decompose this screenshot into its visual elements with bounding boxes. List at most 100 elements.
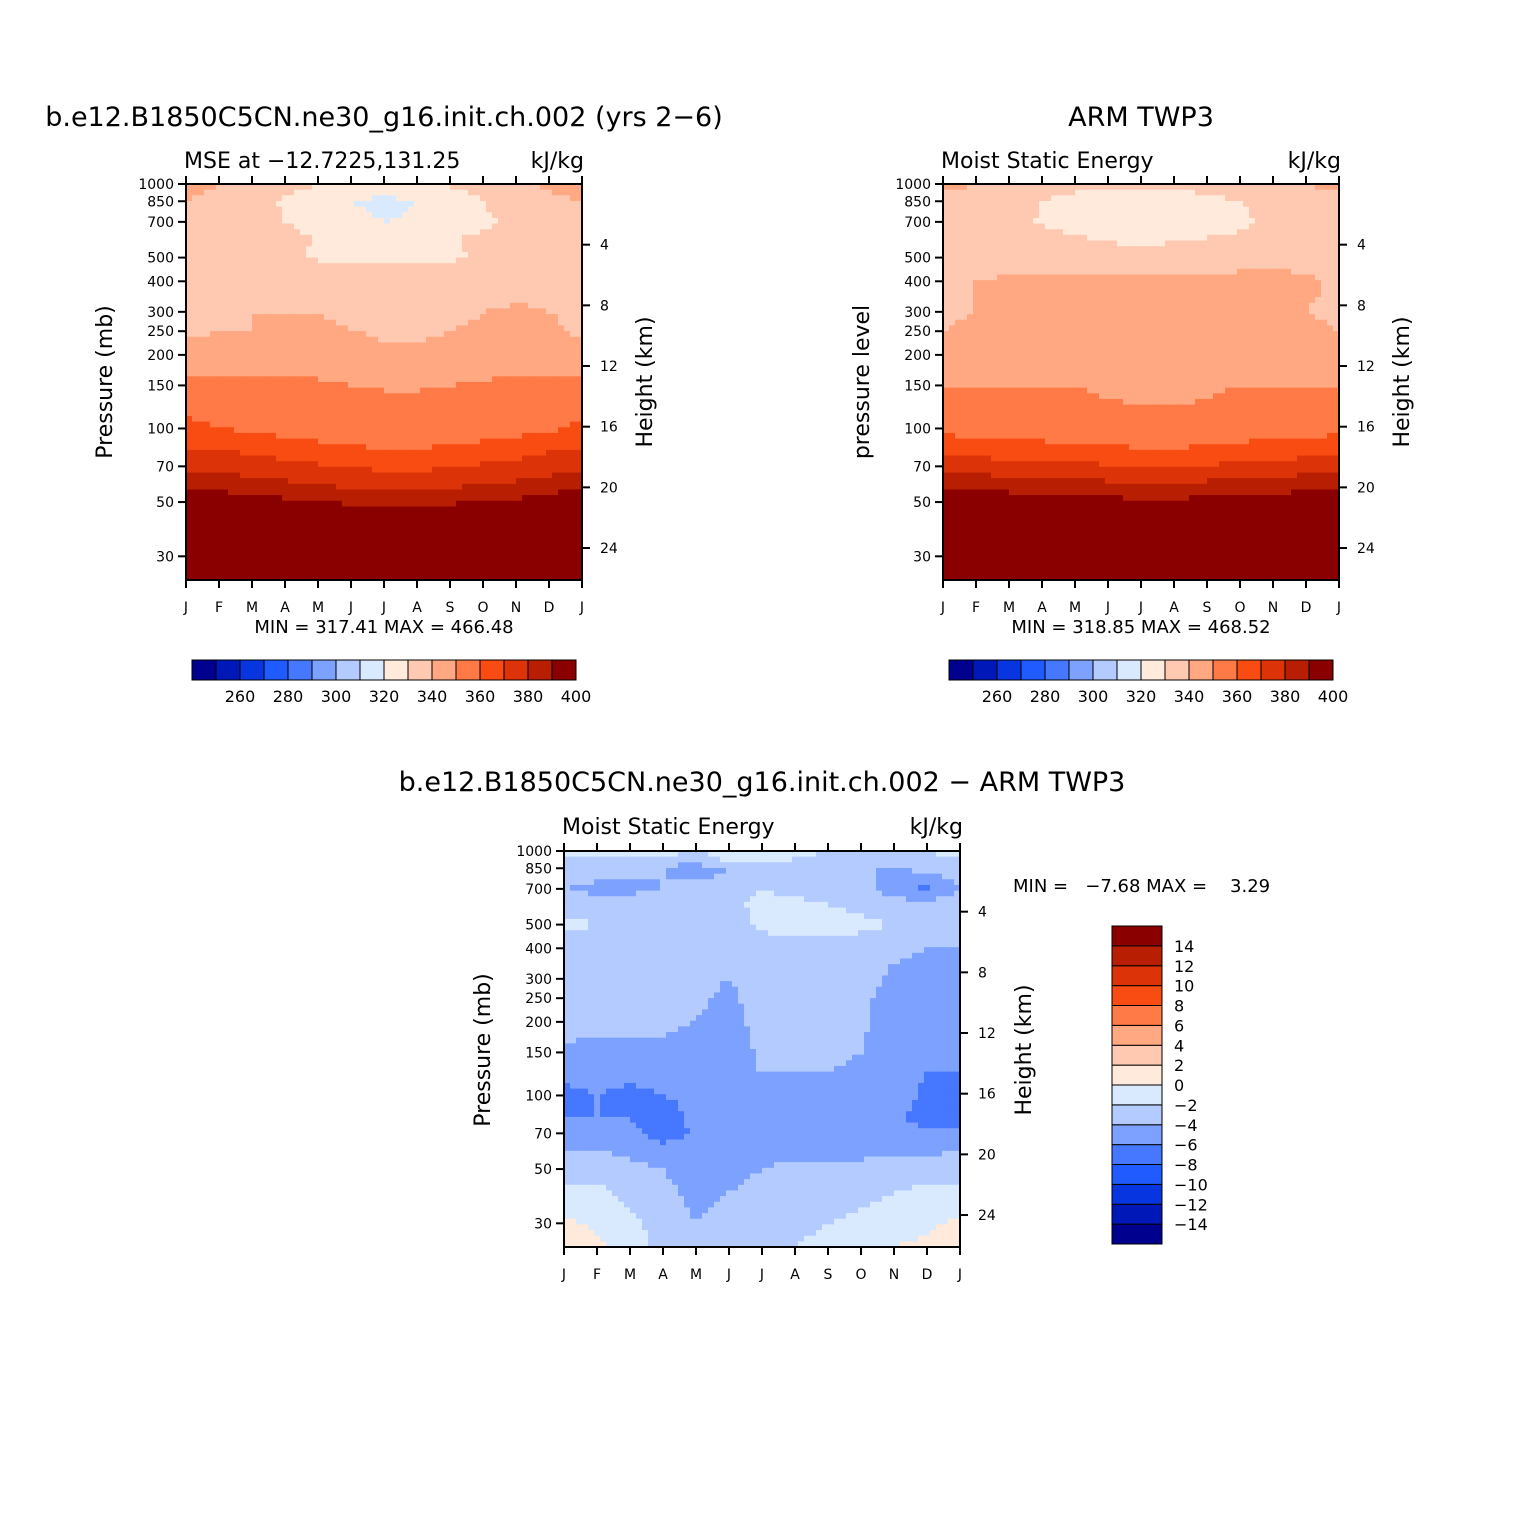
contour-cell bbox=[312, 342, 319, 349]
contour-cell bbox=[516, 370, 523, 377]
contour-cell bbox=[450, 557, 457, 564]
contour-cell bbox=[444, 415, 451, 423]
contour-cell bbox=[414, 495, 421, 502]
contour-cell bbox=[378, 268, 385, 276]
contour-cell bbox=[468, 212, 475, 219]
contour-cell bbox=[1033, 200, 1040, 208]
contour-cell bbox=[1219, 184, 1226, 191]
contour-cell bbox=[366, 432, 373, 440]
contour-cell bbox=[342, 551, 349, 558]
colorbar-box bbox=[479, 659, 505, 681]
contour-cell bbox=[306, 438, 313, 445]
contour-cell bbox=[270, 540, 277, 547]
contour-cell bbox=[426, 557, 433, 564]
contour-cell bbox=[288, 478, 295, 485]
contour-cell bbox=[204, 229, 211, 236]
contour-cell bbox=[216, 308, 223, 315]
contour-cell bbox=[444, 342, 451, 349]
contour-cell bbox=[216, 489, 223, 496]
contour-cell bbox=[504, 551, 511, 558]
contour-cell bbox=[480, 568, 487, 575]
contour-cell bbox=[228, 444, 235, 451]
contour-cell bbox=[462, 353, 469, 360]
contour-cell bbox=[420, 444, 427, 451]
contour-cell bbox=[384, 184, 391, 191]
contour-cell bbox=[366, 410, 373, 417]
contour-cell bbox=[432, 523, 439, 530]
contour-cell bbox=[456, 291, 463, 298]
contour-cell bbox=[258, 483, 265, 491]
contour-cell bbox=[1243, 200, 1250, 208]
contour-cell bbox=[462, 314, 469, 321]
contour-cell bbox=[438, 336, 445, 343]
contour-cell bbox=[486, 421, 493, 428]
contour-cell bbox=[396, 500, 403, 508]
contour-cell bbox=[474, 546, 481, 553]
contour-cell bbox=[264, 280, 271, 287]
contour-cell bbox=[1051, 189, 1058, 196]
contour-cell bbox=[438, 308, 445, 315]
contour-cell bbox=[552, 331, 559, 338]
contour-cell bbox=[330, 478, 337, 485]
contour-cell bbox=[444, 263, 451, 270]
contour-cell bbox=[456, 410, 463, 417]
contour-cell bbox=[216, 523, 223, 530]
contour-cell bbox=[576, 189, 583, 196]
contour-cell bbox=[228, 234, 235, 242]
contour-cell bbox=[408, 512, 415, 519]
contour-cell bbox=[222, 382, 229, 389]
contour-cell bbox=[264, 370, 271, 377]
contour-cell bbox=[504, 449, 511, 457]
contour-cell bbox=[294, 229, 301, 236]
contour-cell bbox=[408, 342, 415, 349]
contour-cell bbox=[222, 297, 229, 304]
contour-cell bbox=[300, 512, 307, 519]
contour-cell bbox=[528, 297, 535, 304]
contour-cell bbox=[294, 563, 301, 570]
contour-cell bbox=[360, 359, 367, 366]
contour-cell bbox=[204, 353, 211, 360]
contour-cell bbox=[270, 314, 277, 321]
contour-cell bbox=[1069, 195, 1076, 202]
panel-model-ylabel-right: Height (km) bbox=[633, 316, 658, 447]
contour-cell bbox=[378, 449, 385, 457]
contour-cell bbox=[396, 291, 403, 298]
contour-cell bbox=[270, 353, 277, 360]
contour-cell bbox=[504, 189, 511, 196]
contour-cell bbox=[510, 478, 517, 485]
contour-cell bbox=[396, 574, 403, 581]
contour-cell bbox=[534, 206, 541, 213]
contour-cell bbox=[216, 444, 223, 451]
contour-cell bbox=[336, 263, 343, 270]
contour-cell bbox=[192, 319, 199, 327]
contour-cell bbox=[498, 466, 505, 474]
contour-cell bbox=[234, 410, 241, 417]
contour-cell bbox=[396, 540, 403, 547]
contour-cell bbox=[390, 325, 397, 332]
contour-cell bbox=[450, 432, 457, 440]
contour-cell bbox=[438, 568, 445, 575]
contour-cell bbox=[540, 376, 547, 383]
contour-cell bbox=[186, 268, 193, 276]
contour-cell bbox=[342, 217, 349, 225]
contour-cell bbox=[240, 285, 247, 293]
contour-cell bbox=[282, 229, 289, 236]
contour-cell bbox=[222, 500, 229, 508]
contour-cell bbox=[216, 512, 223, 519]
contour-cell bbox=[294, 382, 301, 389]
contour-cell bbox=[330, 325, 337, 332]
contour-cell bbox=[282, 308, 289, 315]
contour-cell bbox=[264, 212, 271, 219]
contour-cell bbox=[570, 336, 577, 343]
contour-cell bbox=[564, 189, 571, 196]
contour-cell bbox=[246, 546, 253, 553]
contour-cell bbox=[324, 291, 331, 298]
contour-cell bbox=[270, 325, 277, 332]
contour-cell bbox=[1309, 195, 1316, 202]
contour-cell bbox=[324, 393, 331, 400]
contour-cell bbox=[204, 314, 211, 321]
contour-cell bbox=[270, 376, 277, 383]
contour-cell bbox=[420, 382, 427, 389]
contour-cell bbox=[492, 251, 499, 259]
contour-cell bbox=[360, 517, 367, 525]
